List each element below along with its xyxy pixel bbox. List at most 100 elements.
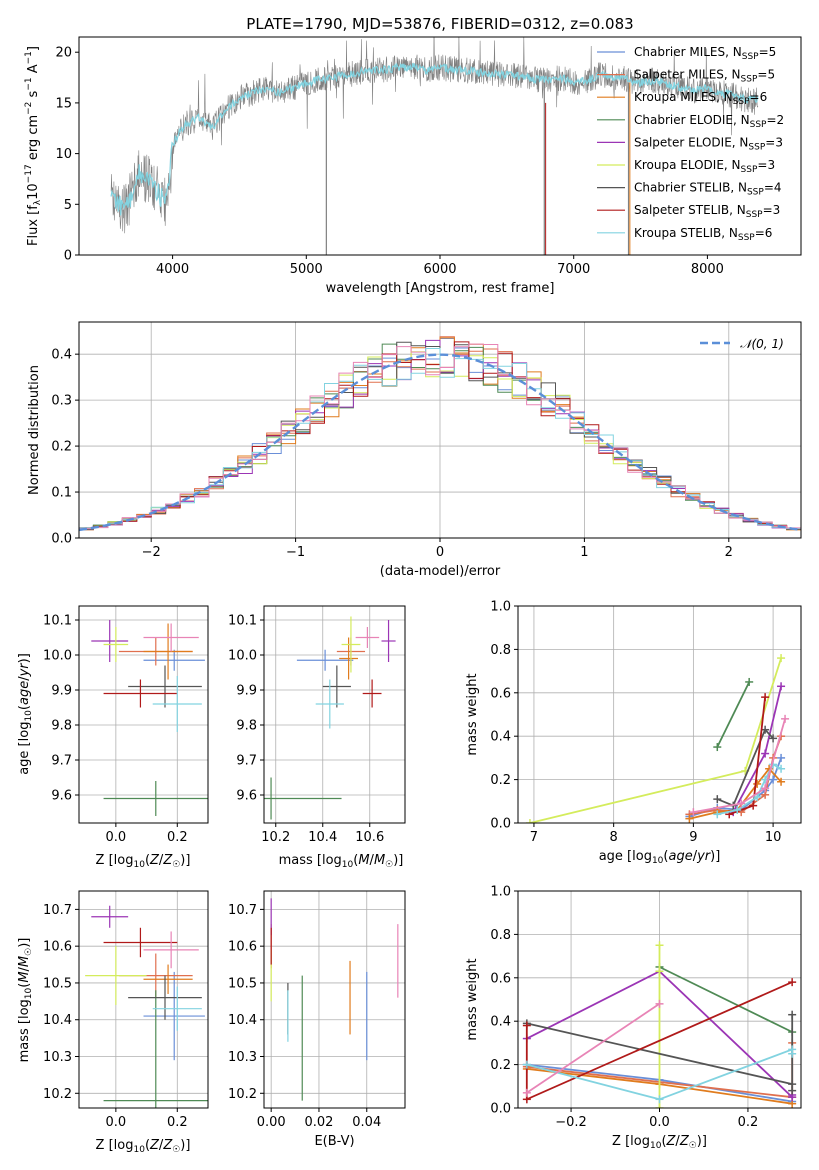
tick-label-y: 10.3 [43,1050,72,1065]
tick-label-y: 0.0 [490,1102,511,1117]
axes-residuals: −2 −1 0 1 2 0.0 0.1 0.2 0.3 0.4 (data-model)/error… [27,321,802,579]
legend-label: Chabrier ELODIE, NSSP=2 [634,113,784,130]
tick-label-y: 10 [55,147,72,162]
tick-label-x: −2 [142,545,161,560]
tick-label-y: 9.8 [51,719,72,734]
tick-label-y: 15 [55,96,72,111]
chart-title: PLATE=1790, MJD=53876, FIBERID=0312, z=0… [246,15,633,33]
tick-label-y: 10.1 [43,614,72,629]
tick-label-y: 0.4 [51,348,72,363]
tick-label-y: 0.6 [490,971,511,986]
axes-frame [517,605,802,824]
tick-label-y: 0.8 [490,928,511,943]
histogram-step [79,343,801,530]
tick-label-y: 0.0 [490,817,511,832]
plot-area [525,654,790,823]
plot-area [264,616,396,820]
tick-label-y: 1.0 [490,600,511,615]
tick-label-x: 0.02 [304,1115,333,1130]
weight-line [526,1003,661,1094]
axes-age_vs_mass: 10.2 10.4 10.6 9.6 9.7 9.8 9.9 10.0 10.1 [228,605,406,845]
tick-label-x: −0.2 [555,1115,587,1130]
tick-label-x: 10.2 [261,830,290,845]
plot-area [79,336,801,532]
legend: Chabrier MILES, NSSP=5 Salpeter MILES, NS… [597,45,784,243]
tick-label-y: 9.7 [236,754,257,769]
plot-area [270,898,399,1101]
tick-label-y: 10.7 [43,903,72,918]
tick-label-x: 7000 [557,262,590,277]
tick-label-x: 10 [765,830,782,845]
tick-label-y: 20 [55,46,72,61]
tick-label-x: 0.2 [738,1115,759,1130]
tick-label-y: 0 [64,249,72,264]
tick-label-y: 10.2 [228,1087,257,1102]
tick-label-x: 4000 [156,262,189,277]
tick-label-y: 10.0 [43,649,72,664]
tick-label-y: 0.4 [490,1015,511,1030]
tick-label-x: 5000 [290,262,323,277]
weight-line [689,767,782,820]
weight-line [693,718,786,813]
tick-label-y: 9.7 [51,754,72,769]
weight-line [716,681,751,748]
axes-age_vs_Z: 0.0 0.2 9.6 9.7 9.8 9.9 10.0 10.1 [43,605,209,845]
legend-label: 𝒩(0, 1) [740,337,784,351]
tick-label-y: 9.9 [51,684,72,699]
weight-line [716,728,774,807]
plot-area [91,620,208,816]
tick-label-x: 8000 [691,262,724,277]
tick-label-y: 0.1 [51,486,72,501]
axes-frame [263,890,406,1109]
tick-label-y: 0.8 [490,643,511,658]
tick-label-x: 0.0 [106,830,127,845]
tick-label-y: 9.8 [236,719,257,734]
tick-label-y: 9.6 [51,789,72,804]
legend-label: Chabrier MILES, NSSP=5 [634,45,776,62]
tick-label-y: 10.6 [228,940,257,955]
axes-frame [263,605,406,824]
tick-label-y: 1.0 [490,885,511,900]
y-axis-label: mass weight [465,673,480,755]
y-axis-label: age [log10(age/yr)] [17,653,34,775]
x-axis-label: Z [log10(Z/Z☉)] [612,1134,707,1151]
x-axis-label: wavelength [Angstrom, rest frame] [326,281,555,296]
legend-label: Chabrier STELIB, NSSP=4 [634,181,782,198]
model-line [110,62,759,216]
tick-label-y: 10.4 [228,1013,257,1028]
tick-label-x: 0.0 [649,1115,670,1130]
axes-frame [78,605,209,824]
tick-label-x: 0.2 [167,1115,188,1130]
legend-label: Kroupa ELODIE, NSSP=3 [634,158,775,175]
axes-mass_weight_vs_age: 7 8 9 10 0.0 0.2 0.4 0.6 0.8 1.0 mass weight [465,600,802,845]
plot-area [522,941,797,1108]
tick-label-y: 10.4 [43,1013,72,1028]
tick-label-y: 0.2 [490,773,511,788]
tick-label-x: 0 [436,545,444,560]
legend: 𝒩(0, 1) [700,337,784,351]
x-axis-label: Z [log10(Z/Z☉)] [96,1138,191,1155]
tick-label-x: 10.6 [355,830,384,845]
tick-label-y: 0.3 [51,394,72,409]
y-axis-label: Flux [fλ10−17 erg cm−2 s−1 A−1] [24,46,43,246]
axes-mass_vs_Z: 0.0 0.2 10.2 10.3 10.4 10.5 10.6 10.7 [43,890,209,1130]
tick-label-x: 8 [610,830,618,845]
tick-label-x: 0.04 [352,1115,381,1130]
legend-label: Salpeter ELODIE, NSSP=3 [634,135,783,152]
tick-label-y: 10.3 [228,1050,257,1065]
normal-curve [79,353,799,532]
tick-label-y: 0.0 [51,532,72,547]
x-axis-label: age [log10(age/yr)] [599,849,721,866]
plot-area [85,905,208,1108]
tick-label-x: 0.0 [106,1115,127,1130]
tick-label-x: 10.4 [308,830,337,845]
y-axis-label: mass [log10(M/M☉)] [17,938,34,1063]
x-axis-label: mass [log10(M/M☉)] [279,853,404,870]
y-axis-label: mass weight [465,958,480,1040]
tick-label-y: 10.2 [43,1087,72,1102]
tick-label-y: 10.5 [43,976,72,991]
weight-line [659,966,793,1033]
axes-spectrum: 4000 5000 6000 7000 8000 0 5 10 15 20 wavelength [… [55,36,802,296]
tick-label-y: 9.9 [236,684,257,699]
tick-label-y: 0.2 [490,1058,511,1073]
